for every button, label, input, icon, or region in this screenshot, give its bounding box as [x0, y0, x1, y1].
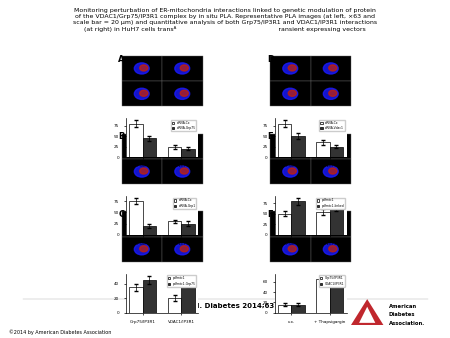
Bar — [162, 56, 202, 81]
Circle shape — [140, 220, 148, 226]
Bar — [310, 237, 351, 262]
Text: C: C — [118, 210, 125, 219]
Bar — [310, 56, 351, 81]
Circle shape — [134, 63, 149, 74]
Text: B: B — [118, 132, 125, 142]
Bar — [310, 81, 351, 106]
Bar — [122, 211, 162, 237]
Circle shape — [328, 143, 337, 149]
Text: Diabetes: Diabetes — [389, 312, 415, 317]
Text: Association.: Association. — [389, 321, 425, 325]
Circle shape — [180, 90, 188, 96]
Circle shape — [328, 246, 337, 252]
Circle shape — [175, 166, 190, 177]
Bar — [270, 81, 310, 106]
Bar — [162, 159, 202, 184]
Circle shape — [283, 218, 298, 230]
Circle shape — [180, 65, 188, 71]
Circle shape — [140, 65, 148, 71]
Circle shape — [175, 218, 190, 230]
Circle shape — [288, 246, 296, 252]
Circle shape — [134, 141, 149, 152]
Circle shape — [175, 244, 190, 255]
Circle shape — [323, 244, 338, 255]
Circle shape — [283, 63, 298, 74]
Circle shape — [180, 143, 188, 149]
Bar — [162, 134, 202, 159]
Circle shape — [288, 220, 296, 226]
Text: E: E — [267, 132, 272, 142]
Circle shape — [323, 63, 338, 74]
Circle shape — [175, 63, 190, 74]
Circle shape — [328, 65, 337, 71]
Bar — [270, 134, 310, 159]
Bar — [122, 237, 162, 262]
Circle shape — [134, 166, 149, 177]
Circle shape — [323, 88, 338, 99]
Bar — [122, 134, 162, 159]
Circle shape — [323, 141, 338, 152]
Bar — [162, 211, 202, 237]
Bar — [270, 56, 310, 81]
Bar — [122, 56, 162, 81]
Bar — [310, 211, 351, 237]
Bar — [310, 159, 351, 184]
Circle shape — [323, 166, 338, 177]
Circle shape — [288, 168, 296, 174]
Circle shape — [283, 166, 298, 177]
Circle shape — [140, 90, 148, 96]
Circle shape — [323, 218, 338, 230]
Bar — [122, 159, 162, 184]
Circle shape — [328, 90, 337, 96]
Text: D: D — [267, 55, 274, 64]
Circle shape — [134, 88, 149, 99]
Circle shape — [175, 88, 190, 99]
Bar — [162, 237, 202, 262]
Text: A: A — [118, 55, 125, 64]
Circle shape — [283, 88, 298, 99]
Circle shape — [288, 65, 296, 71]
Circle shape — [328, 168, 337, 174]
Circle shape — [328, 220, 337, 226]
Bar — [270, 211, 310, 237]
Circle shape — [140, 246, 148, 252]
Circle shape — [134, 244, 149, 255]
Circle shape — [140, 143, 148, 149]
Bar — [122, 81, 162, 106]
Text: F: F — [267, 210, 272, 219]
Circle shape — [134, 218, 149, 230]
Bar — [270, 159, 310, 184]
Bar — [310, 134, 351, 159]
Polygon shape — [351, 299, 383, 325]
Circle shape — [180, 246, 188, 252]
Polygon shape — [359, 307, 375, 323]
Text: Emily Tubbs et al. Diabetes 2014;63:3279-3294: Emily Tubbs et al. Diabetes 2014;63:3279… — [131, 303, 319, 309]
Circle shape — [283, 141, 298, 152]
Circle shape — [288, 90, 296, 96]
Bar — [270, 237, 310, 262]
Bar — [162, 81, 202, 106]
Text: American: American — [389, 304, 417, 309]
Circle shape — [288, 143, 296, 149]
Circle shape — [175, 141, 190, 152]
Circle shape — [180, 220, 188, 226]
Text: Monitoring perturbation of ER-mitochondria interactions linked to genetic modula: Monitoring perturbation of ER-mitochondr… — [73, 8, 377, 32]
Circle shape — [180, 168, 188, 174]
Circle shape — [283, 244, 298, 255]
Text: ©2014 by American Diabetes Association: ©2014 by American Diabetes Association — [9, 329, 112, 335]
Circle shape — [140, 168, 148, 174]
